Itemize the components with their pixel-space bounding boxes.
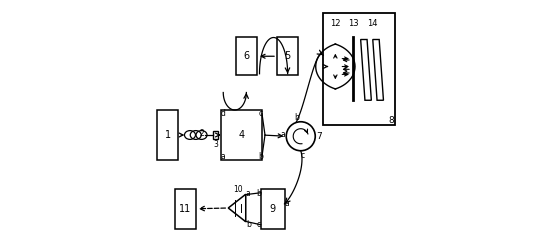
Text: c: c bbox=[256, 220, 260, 229]
Bar bbox=[157, 110, 178, 160]
Bar bbox=[261, 189, 285, 229]
Text: a: a bbox=[246, 188, 250, 198]
Text: 14: 14 bbox=[367, 19, 377, 28]
Text: a: a bbox=[285, 200, 289, 208]
Text: 10: 10 bbox=[233, 185, 243, 194]
Bar bbox=[220, 110, 262, 160]
Text: 2: 2 bbox=[199, 129, 204, 138]
Text: 1: 1 bbox=[165, 130, 171, 140]
Text: c: c bbox=[258, 109, 262, 118]
Text: 4: 4 bbox=[238, 130, 244, 140]
Text: b: b bbox=[258, 152, 263, 161]
Text: 5: 5 bbox=[285, 51, 291, 61]
Text: c: c bbox=[300, 151, 304, 160]
Bar bbox=[277, 38, 298, 75]
Text: a: a bbox=[220, 152, 225, 161]
Bar bbox=[175, 189, 196, 229]
Bar bbox=[323, 12, 394, 125]
Text: d: d bbox=[220, 109, 225, 118]
Text: 9: 9 bbox=[270, 204, 276, 214]
Text: b: b bbox=[256, 189, 261, 198]
Text: b: b bbox=[246, 220, 251, 229]
Text: 6: 6 bbox=[243, 51, 249, 61]
Text: a: a bbox=[281, 130, 285, 139]
Text: 7: 7 bbox=[316, 132, 322, 141]
Bar bbox=[213, 131, 218, 139]
Text: 8: 8 bbox=[388, 116, 394, 125]
Text: b: b bbox=[295, 113, 300, 122]
Text: 11: 11 bbox=[179, 204, 191, 214]
Bar bbox=[236, 38, 257, 75]
Text: 12: 12 bbox=[330, 19, 341, 28]
Text: 3: 3 bbox=[213, 140, 218, 149]
Text: 13: 13 bbox=[348, 19, 358, 28]
